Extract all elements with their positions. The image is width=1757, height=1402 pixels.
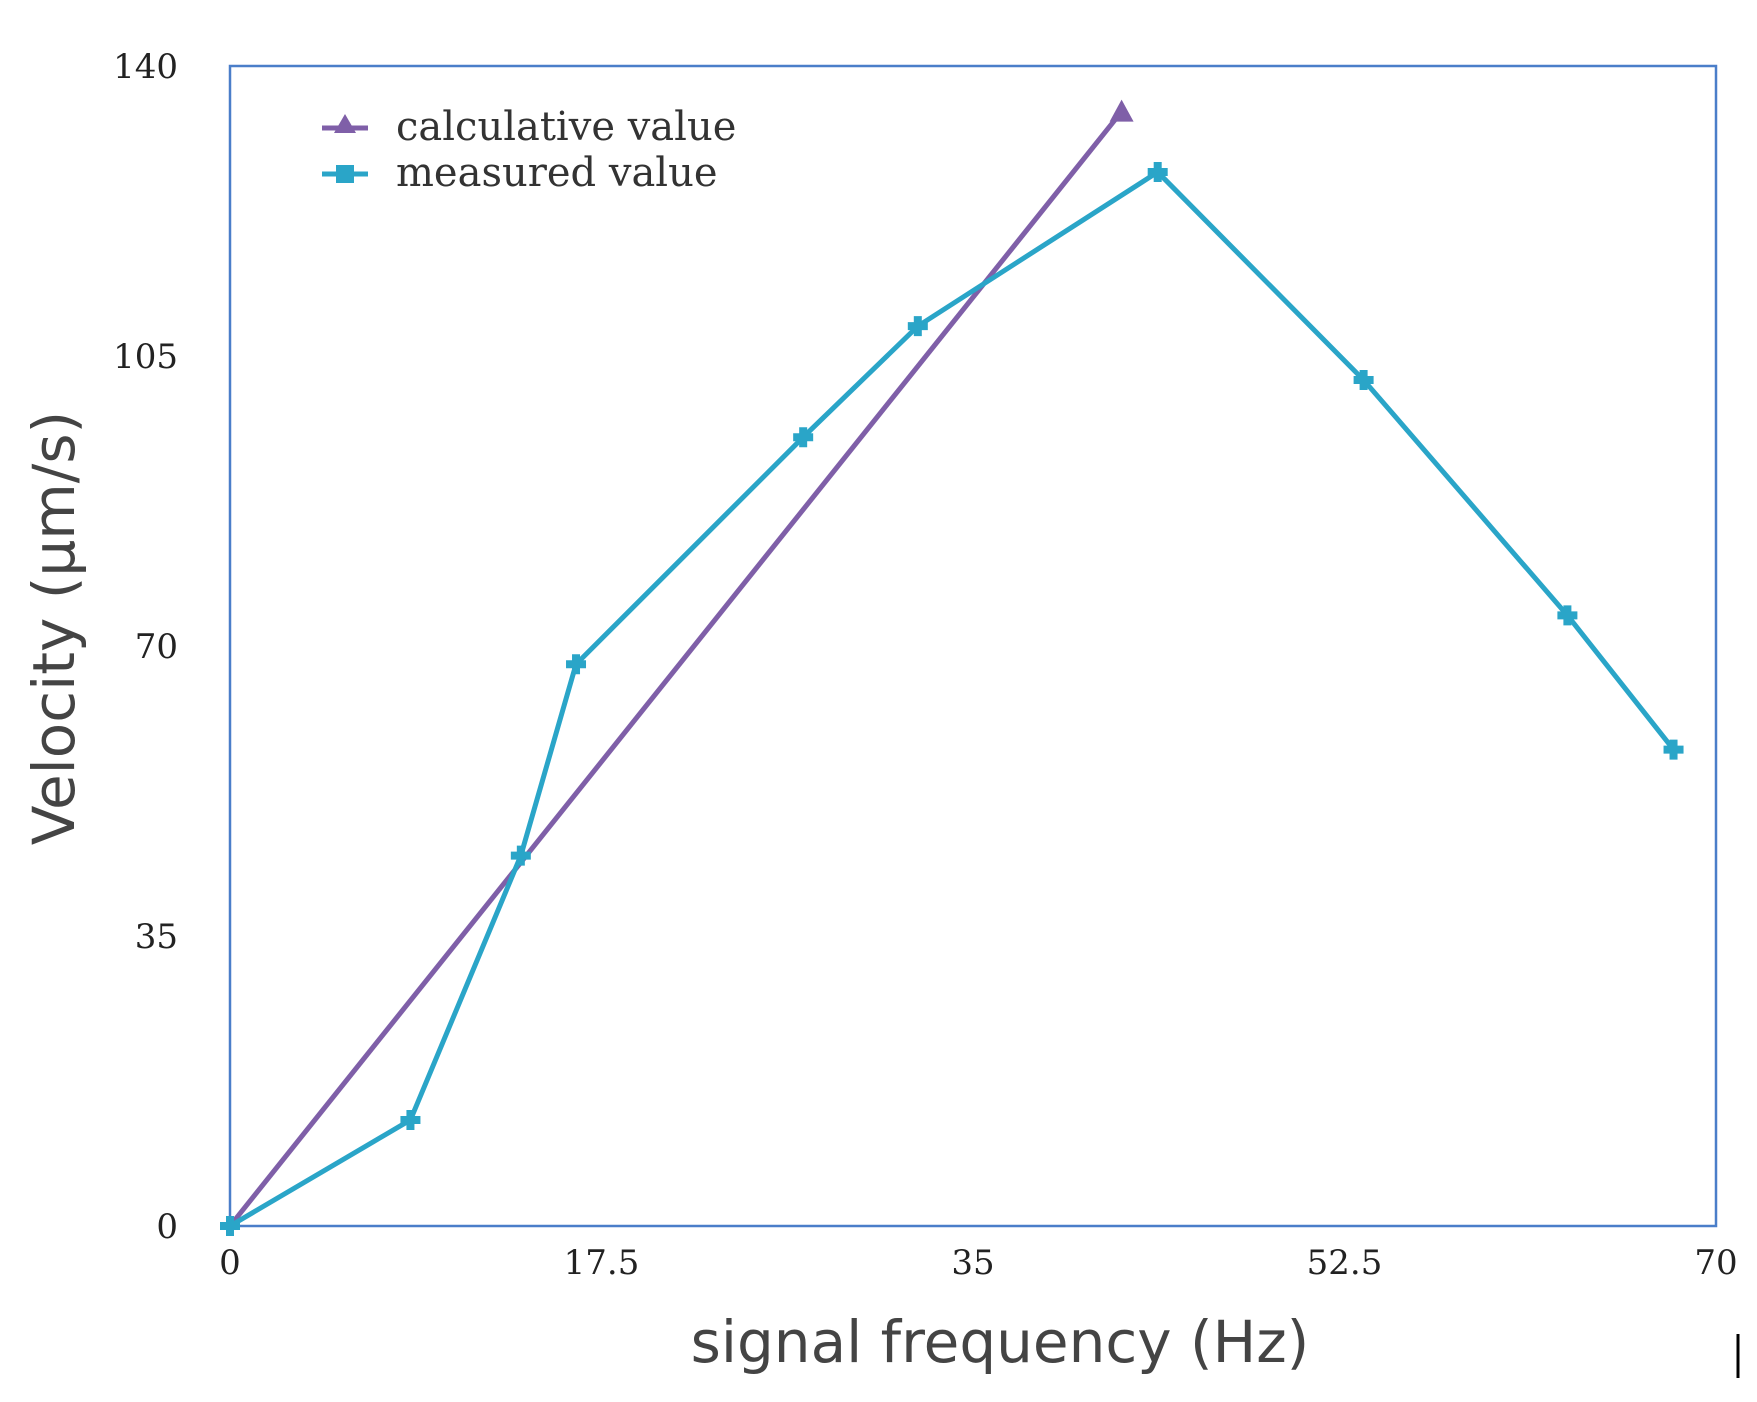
y-tick-label: 105: [113, 337, 178, 377]
legend-triangle-marker-icon: [334, 114, 356, 133]
data-point-cross-marker: [566, 654, 587, 675]
data-point-cross-marker: [400, 1109, 421, 1130]
data-point-cross-marker: [510, 845, 531, 866]
plot-area-frame: [228, 64, 1718, 1228]
data-point-cross-marker: [793, 427, 814, 448]
data-point-cross-marker: [1663, 739, 1684, 760]
legend: calculative value measured value: [322, 104, 736, 196]
series-calculative-value: [228, 99, 1134, 1228]
y-axis-title: Velocity (μm/s): [20, 411, 88, 845]
series-measured-value: [220, 162, 1684, 1236]
series-line-calculative-value: [228, 110, 1124, 1228]
x-tick-label: 52.5: [1307, 1243, 1383, 1283]
legend-label-calculative: calculative value: [396, 104, 736, 150]
x-tick-label: 70: [1694, 1243, 1737, 1283]
y-tick-label: 35: [135, 917, 178, 957]
x-tick-label: 0: [219, 1243, 241, 1283]
legend-item-measured: measured value: [322, 150, 718, 196]
y-tick-label: 140: [113, 47, 178, 87]
x-tick-label: 35: [951, 1243, 994, 1283]
data-point-cross-marker: [1353, 370, 1374, 391]
series-layer: [220, 99, 1684, 1236]
legend-item-calculative: calculative value: [322, 104, 736, 150]
y-tick-label: 70: [135, 627, 178, 667]
legend-label-measured: measured value: [396, 150, 718, 196]
data-point-triangle-marker: [1109, 99, 1134, 122]
legend-square-marker-icon: [336, 165, 354, 183]
data-point-cross-marker: [1147, 162, 1168, 183]
x-tick-label: 17.5: [564, 1243, 640, 1283]
data-point-cross-marker: [220, 1216, 240, 1236]
data-point-cross-marker: [907, 316, 928, 337]
y-axis-ticks: 140 105 70 35 0: [113, 47, 178, 1247]
x-axis-title: signal frequency (Hz): [691, 1308, 1310, 1376]
y-tick-label: 0: [156, 1207, 178, 1247]
x-axis-ticks: 0 17.5 35 52.5 70: [219, 1243, 1737, 1283]
series-line-measured-value: [228, 169, 1676, 1229]
data-point-cross-marker: [1557, 605, 1578, 626]
